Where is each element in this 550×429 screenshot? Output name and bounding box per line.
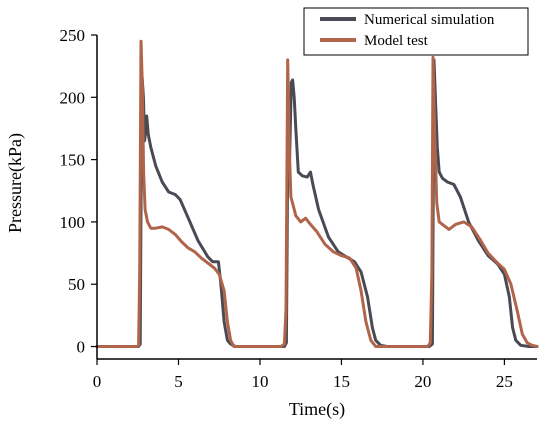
- x-tick-label: 15: [333, 372, 350, 391]
- legend-label-numerical-simulation: Numerical simulation: [364, 12, 495, 28]
- y-tick-label: 50: [68, 275, 85, 294]
- y-tick-label: 150: [60, 151, 86, 170]
- y-axis-title: Pressure(kPa): [5, 133, 26, 233]
- x-tick-label: 5: [174, 372, 183, 391]
- legend: Numerical simulation Model test: [303, 7, 529, 56]
- plot-area: [95, 39, 539, 348]
- x-tick-label: 20: [414, 372, 431, 391]
- x-tick-label: 0: [93, 372, 102, 391]
- x-tick-label: 10: [251, 372, 268, 391]
- legend-box: [303, 7, 529, 56]
- legend-label-model-test: Model test: [364, 33, 429, 49]
- x-axis-title: Time(s): [289, 399, 345, 420]
- y-tick-label: 250: [60, 26, 86, 45]
- y-tick-label: 200: [60, 88, 86, 107]
- series-line-numerical-simulation: [95, 58, 539, 348]
- series-line-model-test: [95, 39, 539, 348]
- x-tick-label: 25: [496, 372, 513, 391]
- y-tick-label: 0: [77, 338, 86, 357]
- y-tick-label: 100: [60, 213, 86, 232]
